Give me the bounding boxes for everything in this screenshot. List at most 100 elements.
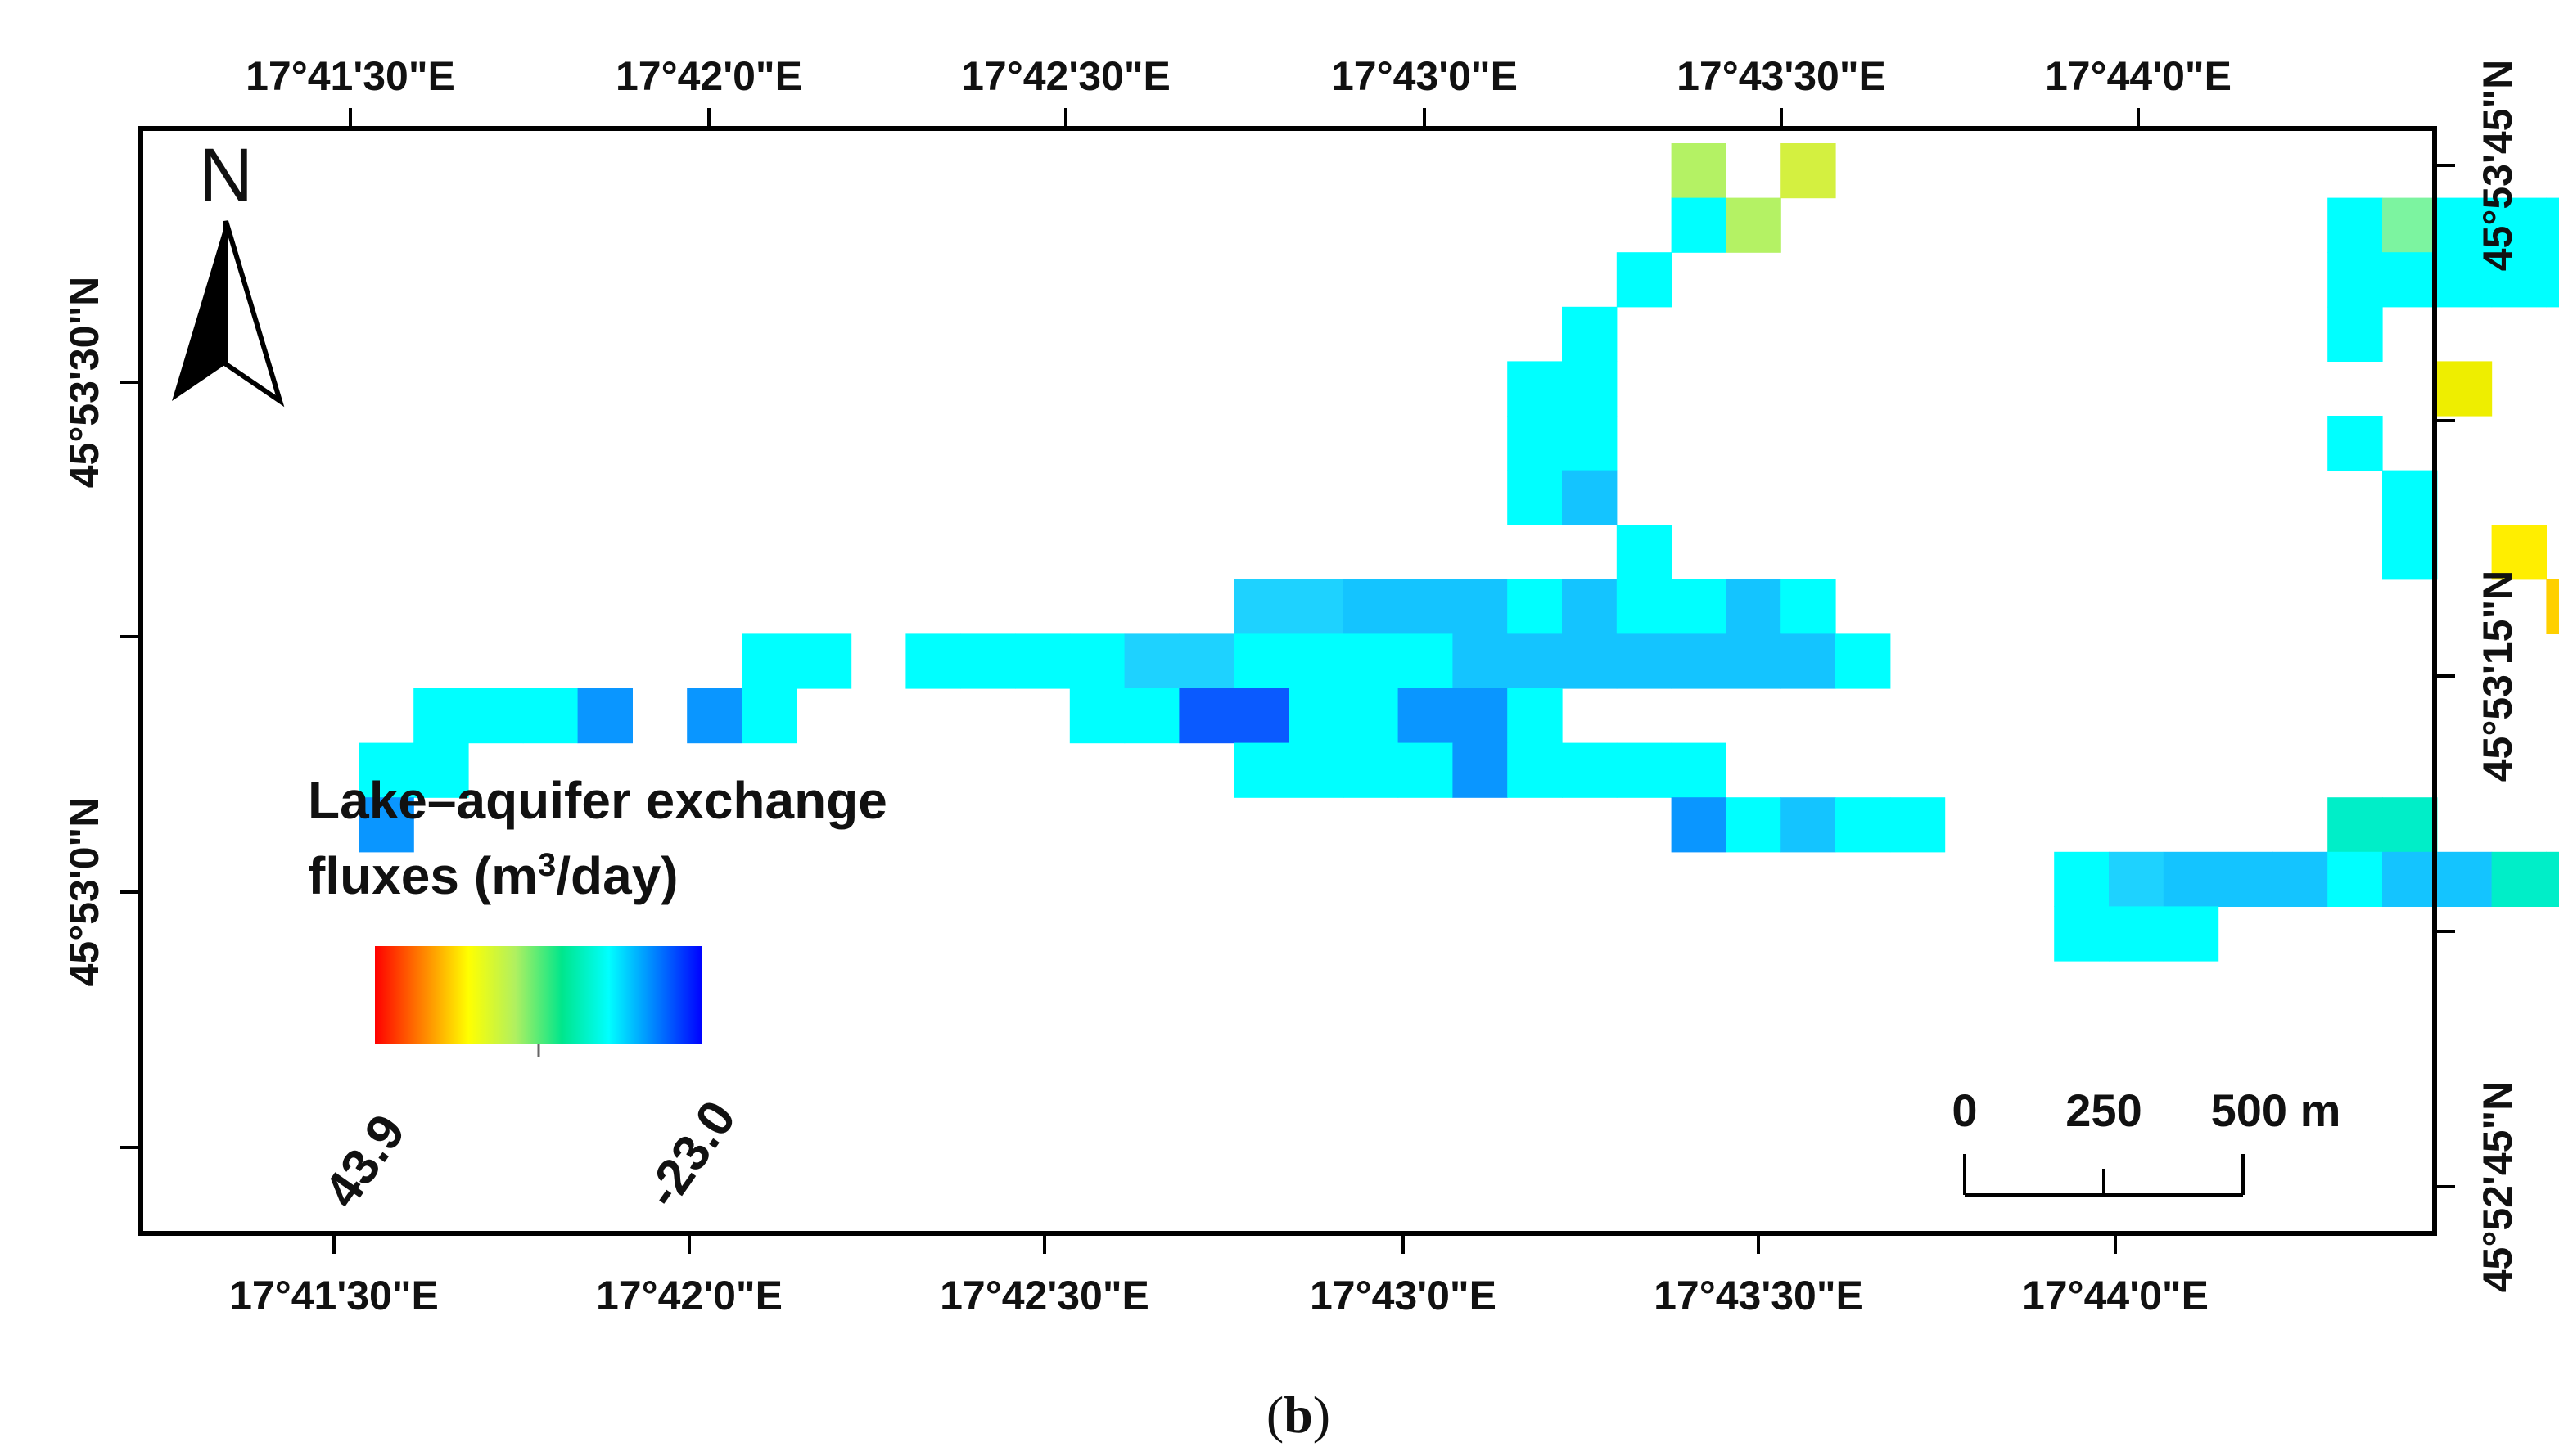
raster-cell: [2546, 851, 2559, 907]
raster-cell: [1397, 579, 1453, 634]
raster-cell: [1452, 742, 1508, 798]
raster-cell: [1726, 633, 1781, 689]
raster-cell: [1780, 143, 1836, 199]
raster-cell: [1780, 633, 1836, 689]
raster-cell: [2546, 197, 2559, 253]
raster-cell: [2436, 851, 2493, 907]
raster-cell: [2436, 252, 2493, 308]
raster-cell: [687, 688, 742, 744]
right-lat-label: 45°53'15"N: [2475, 570, 2521, 782]
raster-cell: [1397, 688, 1453, 744]
raster-cell: [2382, 470, 2438, 525]
raster-cell: [1124, 633, 1180, 689]
raster-cell: [1234, 688, 1289, 744]
raster-cell: [1562, 742, 1618, 798]
top-lon-label: 17°42'30"E: [961, 53, 1171, 99]
flux-raster: [359, 143, 2559, 962]
raster-cell: [2436, 197, 2493, 253]
right-lat-labels: 45°53'45"N 45°53'15"N 45°52'45"N: [2475, 60, 2521, 1293]
raster-cell: [2163, 851, 2219, 907]
raster-cell: [1507, 361, 1563, 417]
raster-cell: [1452, 688, 1508, 744]
raster-cell: [2327, 306, 2383, 362]
legend-color-ramp: [375, 946, 702, 1044]
raster-cell: [1616, 579, 1672, 634]
raster-cell: [1562, 633, 1618, 689]
raster-cell: [1671, 579, 1726, 634]
bottom-lon-label: 17°43'0"E: [1310, 1273, 1496, 1319]
raster-cell: [1289, 742, 1344, 798]
raster-cell: [1671, 143, 1726, 199]
raster-cell: [2327, 416, 2383, 471]
graticule-ticks: [120, 108, 2455, 1254]
raster-cell: [1452, 633, 1508, 689]
left-lat-labels: 45°53'30"N 45°53'0"N: [61, 277, 107, 987]
raster-cell: [1671, 633, 1726, 689]
top-lon-label: 17°42'0"E: [616, 53, 802, 99]
bottom-lon-label: 17°43'30"E: [1654, 1273, 1863, 1319]
raster-cell: [2382, 252, 2438, 308]
top-lon-label: 17°43'0"E: [1331, 53, 1518, 99]
figure-caption: (b): [1266, 1386, 1330, 1444]
raster-cell: [2218, 851, 2273, 907]
raster-cell: [905, 633, 961, 689]
raster-cell: [1289, 633, 1344, 689]
raster-cell: [2382, 797, 2438, 853]
raster-cell: [1726, 579, 1781, 634]
raster-cell: [2491, 525, 2547, 580]
scale-bar-lines: [1963, 1154, 2245, 1197]
raster-cell: [1671, 742, 1726, 798]
scale-label-mid: 250: [2065, 1084, 2142, 1136]
raster-cell: [2327, 797, 2383, 853]
raster-cell: [413, 742, 469, 798]
bottom-lon-labels: 17°41'30"E 17°42'0"E 17°42'30"E 17°43'0"…: [229, 1273, 2209, 1319]
raster-cell: [1780, 797, 1836, 853]
map-frame: [138, 126, 2437, 1236]
raster-cell: [2327, 851, 2383, 907]
scale-label-zero: 0: [1952, 1084, 1977, 1136]
raster-cell: [1343, 579, 1399, 634]
raster-cell: [577, 688, 633, 744]
raster-cell: [1616, 525, 1672, 580]
raster-cell: [1234, 579, 1289, 634]
scale-bar: 0 250 500 m: [1952, 1084, 2340, 1197]
raster-cell: [1343, 633, 1399, 689]
raster-cell: [1616, 633, 1672, 689]
raster-cell: [1671, 797, 1726, 853]
top-lon-label: 17°41'30"E: [246, 53, 455, 99]
raster-cell: [1397, 633, 1453, 689]
raster-cell: [1289, 579, 1344, 634]
north-arrow: N: [172, 133, 285, 408]
raster-cell: [1562, 470, 1618, 525]
raster-cell: [1289, 688, 1344, 744]
raster-cell: [742, 633, 797, 689]
raster-cell: [2382, 851, 2438, 907]
raster-cell: [2382, 197, 2438, 253]
raster-cell: [2546, 252, 2559, 308]
raster-cell: [1507, 633, 1563, 689]
right-lat-label: 45°53'45"N: [2475, 60, 2521, 272]
raster-cell: [1452, 579, 1508, 634]
raster-cell: [2546, 579, 2559, 634]
raster-cell: [1507, 579, 1563, 634]
raster-cell: [1780, 579, 1836, 634]
legend-title-suffix: /day): [556, 846, 678, 905]
raster-cell: [1562, 306, 1618, 362]
raster-cell: [2163, 906, 2219, 962]
raster-cell: [359, 742, 414, 798]
north-letter: N: [199, 133, 253, 217]
raster-cell: [2491, 197, 2547, 253]
legend-title-line1: Lake–aquifer exchange: [308, 771, 887, 830]
raster-cell: [1889, 797, 1946, 853]
caption-close: ): [1313, 1386, 1330, 1444]
legend-title-line2: fluxes (m3/day): [308, 846, 679, 905]
bottom-lon-label: 17°41'30"E: [229, 1273, 439, 1319]
raster-cell: [2382, 525, 2438, 580]
raster-cell: [1234, 742, 1289, 798]
raster-cell: [2491, 851, 2547, 907]
raster-cell: [1179, 688, 1234, 744]
raster-cell: [468, 688, 524, 744]
legend-title-sup: 3: [538, 847, 556, 883]
raster-cell: [1726, 797, 1781, 853]
